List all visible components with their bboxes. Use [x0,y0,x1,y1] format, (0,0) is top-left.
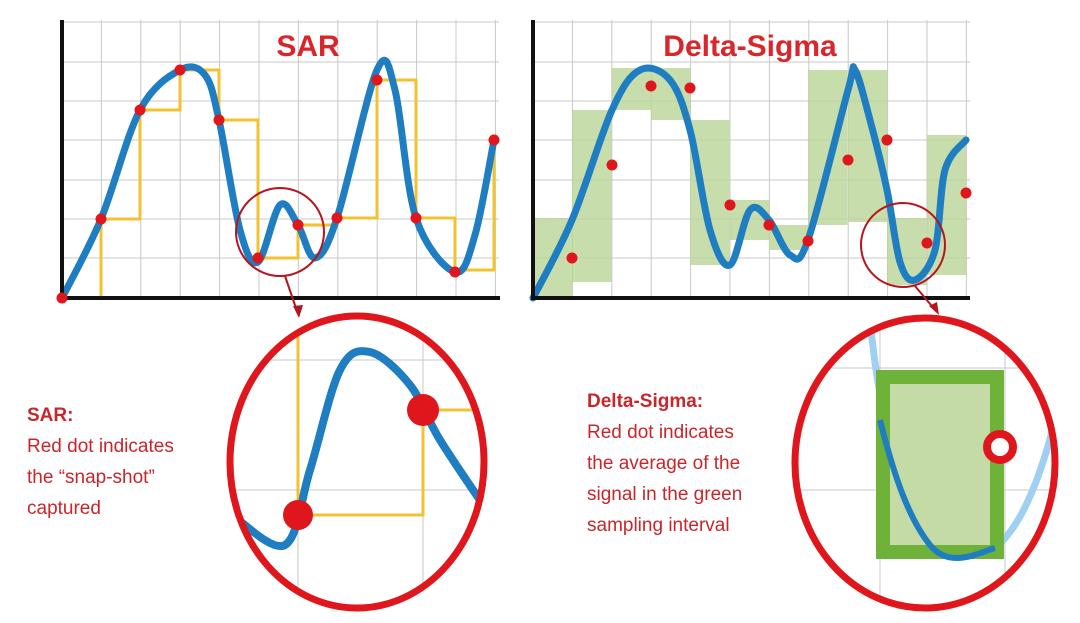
arrow-head [929,302,939,315]
sample-dot [213,114,225,126]
delta-sigma-zoom [798,321,1052,605]
caption-line: Red dot indicates [587,422,734,443]
sample-dot [134,104,146,116]
zoom-circle [791,314,1059,612]
focus-circle [860,202,946,288]
arrow-head [293,305,303,318]
sample-dot [174,64,186,76]
sample-dot [724,199,736,211]
focus-circle [235,187,325,277]
signal-curve [529,63,970,302]
sample-dot [763,219,775,231]
sampling-interval [808,70,848,225]
title: Delta-Sigma [663,30,837,63]
sample-dot [331,212,343,224]
sample-dot [684,82,696,94]
sar-staircase [62,68,496,300]
caption-line: captured [27,498,101,519]
caption-line: the “snap-shot” [27,467,155,488]
caption-line: the average of the [587,453,740,474]
sampling-interval [848,70,888,222]
signal-curve [58,56,498,302]
sample-dot [960,187,972,199]
sample-dot [252,252,264,264]
sample-dot [410,212,422,224]
sample-dot [95,213,107,225]
caption-heading: SAR: [27,405,73,426]
sample-dot [802,235,814,247]
sample-dot [566,252,578,264]
title: SAR [276,30,340,63]
sample-dot [842,154,854,166]
caption-heading: Delta-Sigma: [587,391,703,412]
sample-dots [56,64,972,304]
sample-dot [921,237,933,249]
sample-dot [292,219,304,231]
sample-dot [645,80,657,92]
sample-dot [449,266,461,278]
caption-line: sampling interval [587,515,730,536]
zoom-circle [226,312,488,612]
caption-line: Red dot indicates [27,436,174,457]
sampling-intervals [533,68,967,298]
sample-dot [881,134,893,146]
sample-dot [371,74,383,86]
sample-dot [488,134,500,146]
sample-dot [606,159,618,171]
caption-line: signal in the green [587,484,742,505]
sample-dot [56,292,68,304]
